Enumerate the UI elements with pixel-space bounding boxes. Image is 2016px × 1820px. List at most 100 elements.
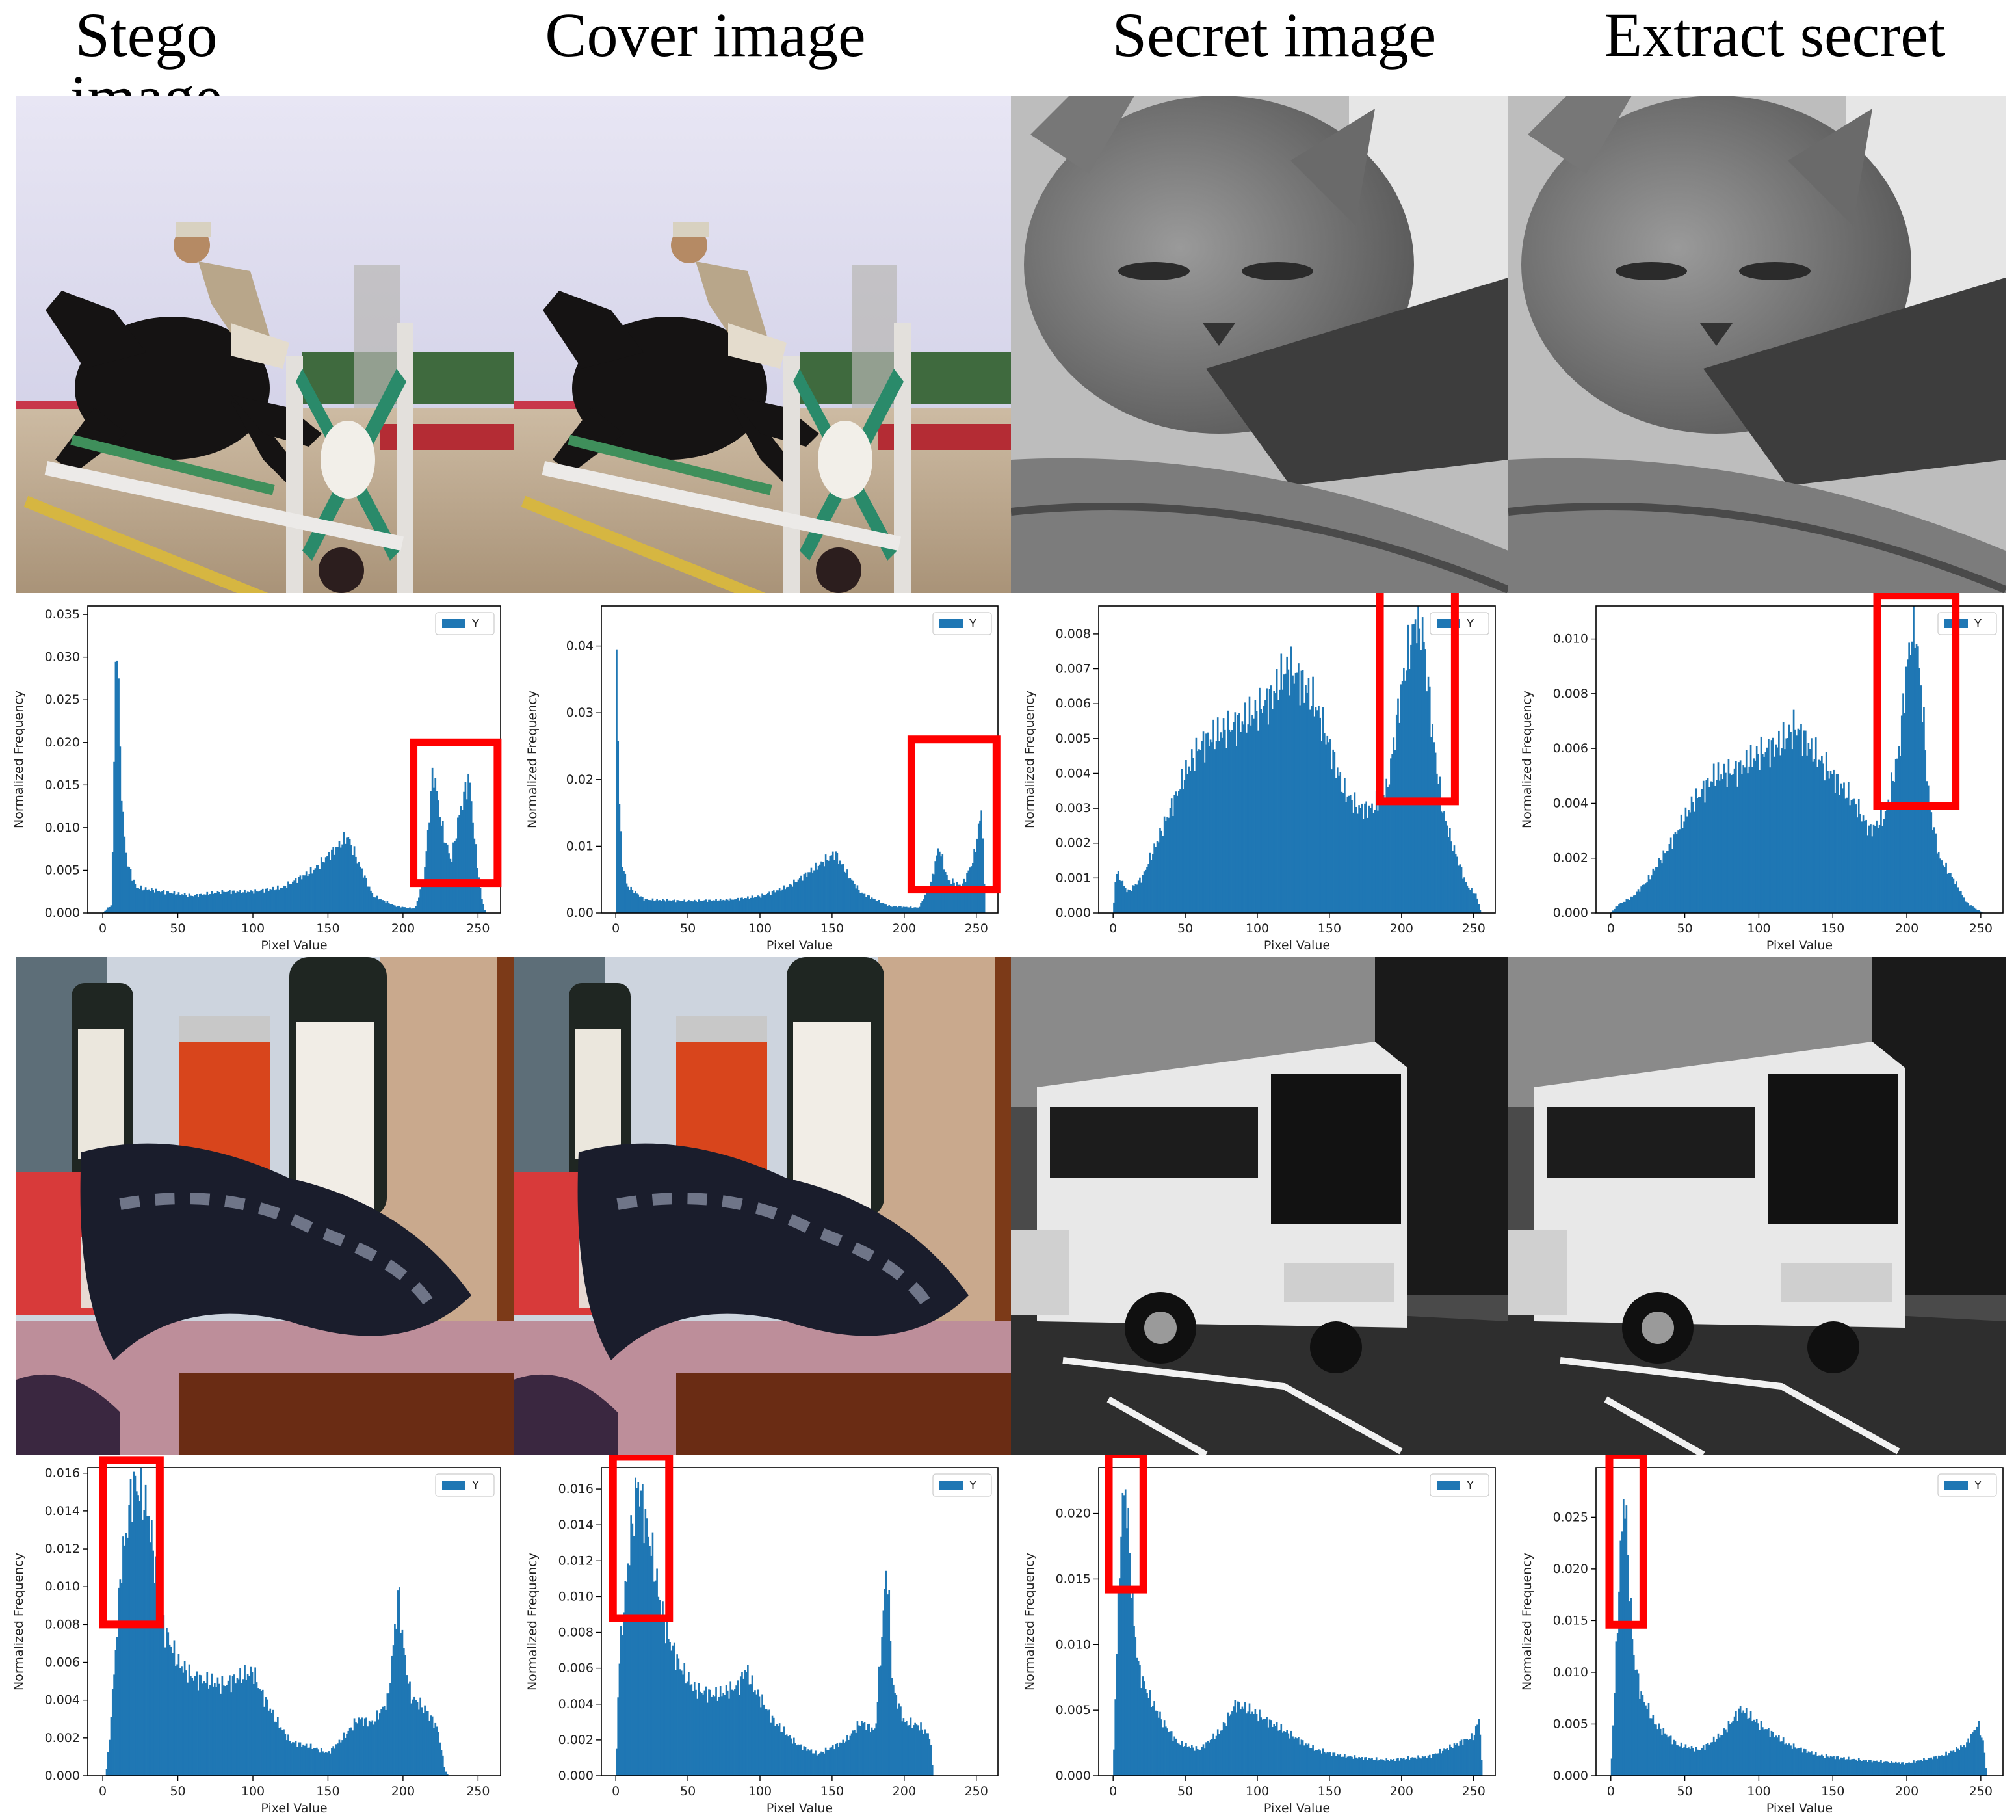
- histogram-bar: [1324, 1752, 1326, 1776]
- histogram-bar: [650, 900, 653, 913]
- histogram-bar: [229, 890, 231, 913]
- histogram-bar: [222, 891, 225, 913]
- histogram-bar: [1296, 1738, 1298, 1776]
- histogram-bar: [1129, 890, 1131, 913]
- histogram-bar: [1216, 1729, 1219, 1776]
- histogram-bar: [1113, 902, 1115, 913]
- histogram-bar: [1227, 1712, 1229, 1776]
- histogram-bar: [887, 906, 889, 913]
- histogram-bar: [1824, 1758, 1826, 1776]
- histogram-bar: [1978, 1721, 1980, 1776]
- histogram-bar: [1647, 875, 1650, 913]
- histogram-bar: [1352, 1758, 1355, 1776]
- histogram-bar: [1618, 904, 1620, 913]
- histogram-bar: [790, 1738, 792, 1776]
- histogram-bar: [1868, 825, 1870, 913]
- histogram-bar: [1430, 737, 1432, 913]
- histogram-bar: [1130, 890, 1132, 913]
- histogram-bar: [1480, 1760, 1483, 1776]
- histogram-bar: [1804, 1749, 1807, 1776]
- histogram-bar: [928, 1739, 931, 1776]
- histogram-bar: [1287, 669, 1290, 913]
- histogram-bar: [785, 887, 788, 913]
- histogram-bar: [431, 767, 434, 913]
- legend-label: Y: [471, 617, 480, 631]
- histogram-bar: [1716, 1739, 1718, 1776]
- histogram-bar: [1315, 1750, 1317, 1776]
- histogram-bar: [1285, 673, 1287, 913]
- histogram-bar: [783, 885, 785, 913]
- histogram-bar: [859, 1726, 861, 1776]
- histogram-bar: [1189, 1748, 1192, 1776]
- histogram-bar: [1772, 1732, 1774, 1776]
- histogram-bar: [1961, 1747, 1963, 1776]
- histogram-bar: [1225, 748, 1227, 913]
- histogram-bar: [377, 899, 380, 913]
- histogram-bar: [188, 893, 190, 913]
- histogram-bar: [1241, 1706, 1244, 1776]
- histogram-bar: [1632, 895, 1635, 913]
- histogram-bar: [1159, 1711, 1161, 1776]
- y-tick-label: 0.000: [558, 1769, 594, 1783]
- histogram-bar: [153, 892, 156, 913]
- histogram-bar: [1370, 1758, 1372, 1776]
- histogram-bar: [1143, 871, 1145, 913]
- histogram-bar: [1937, 852, 1940, 913]
- histogram-bars: [103, 660, 486, 913]
- histogram-bar: [699, 901, 701, 913]
- histogram-bar: [233, 890, 235, 913]
- histogram-bar: [747, 1665, 749, 1776]
- histogram-bar: [1228, 1716, 1231, 1776]
- histogram-bar: [1411, 624, 1413, 913]
- histogram-bar: [642, 897, 644, 913]
- histogram-bar: [1300, 1739, 1303, 1776]
- histogram-bar: [1201, 741, 1203, 913]
- histogram-bar: [1933, 827, 1935, 913]
- histogram-bar: [685, 1683, 687, 1776]
- histogram-bar: [1829, 771, 1832, 913]
- histogram-bar: [133, 879, 135, 913]
- histogram-bar: [1855, 804, 1857, 913]
- histogram-bar: [1421, 1756, 1424, 1776]
- x-tick-label: 0: [99, 921, 107, 936]
- histogram-bar: [215, 1687, 217, 1776]
- histogram-bar: [977, 823, 980, 913]
- histogram-bar: [1313, 1750, 1316, 1776]
- histogram-bar: [1401, 1758, 1404, 1776]
- histogram-bar: [1263, 706, 1265, 913]
- histogram-bar: [1449, 828, 1451, 913]
- histogram-bar: [278, 889, 280, 913]
- histogram-bar: [828, 1750, 830, 1776]
- histogram-bar: [431, 1716, 434, 1776]
- histogram-bar: [914, 1722, 916, 1776]
- histogram-bar: [1434, 752, 1437, 913]
- histogram-bar: [1874, 825, 1876, 913]
- histogram-bar: [1651, 875, 1653, 913]
- histogram-bar: [1257, 730, 1259, 913]
- histogram-bar: [1702, 780, 1705, 913]
- histogram-bar: [1958, 1750, 1961, 1776]
- histogram-bar: [1133, 886, 1135, 913]
- histogram-bar: [1440, 811, 1443, 913]
- histogram-bar: [1406, 1759, 1408, 1776]
- histogram-bar: [1139, 1665, 1141, 1776]
- histogram-bar: [1674, 1741, 1677, 1776]
- histogram-bar: [1403, 667, 1405, 913]
- histogram-bar: [209, 1685, 211, 1776]
- histogram-bar: [1887, 1761, 1890, 1776]
- histogram-bar: [1847, 782, 1850, 913]
- histogram-bar: [1208, 746, 1211, 913]
- y-tick-label: 0.004: [1056, 766, 1091, 780]
- histogram-bar: [647, 899, 649, 913]
- histogram-bar: [1914, 648, 1917, 913]
- histogram-bar: [881, 903, 883, 913]
- histogram-bar: [784, 889, 787, 913]
- histogram-bar: [328, 1751, 330, 1776]
- histogram-bar: [692, 1691, 694, 1776]
- histogram-bar: [285, 1740, 288, 1776]
- histogram-secret-row1: 0 50 100 150 200 2500.0000.0010.0020.0030.004…: [1023, 593, 1496, 953]
- x-axis-label: Pixel Value: [261, 938, 327, 953]
- histogram-bar: [1246, 732, 1248, 913]
- histogram-bar: [1240, 1709, 1242, 1776]
- histogram-bar: [1303, 702, 1305, 913]
